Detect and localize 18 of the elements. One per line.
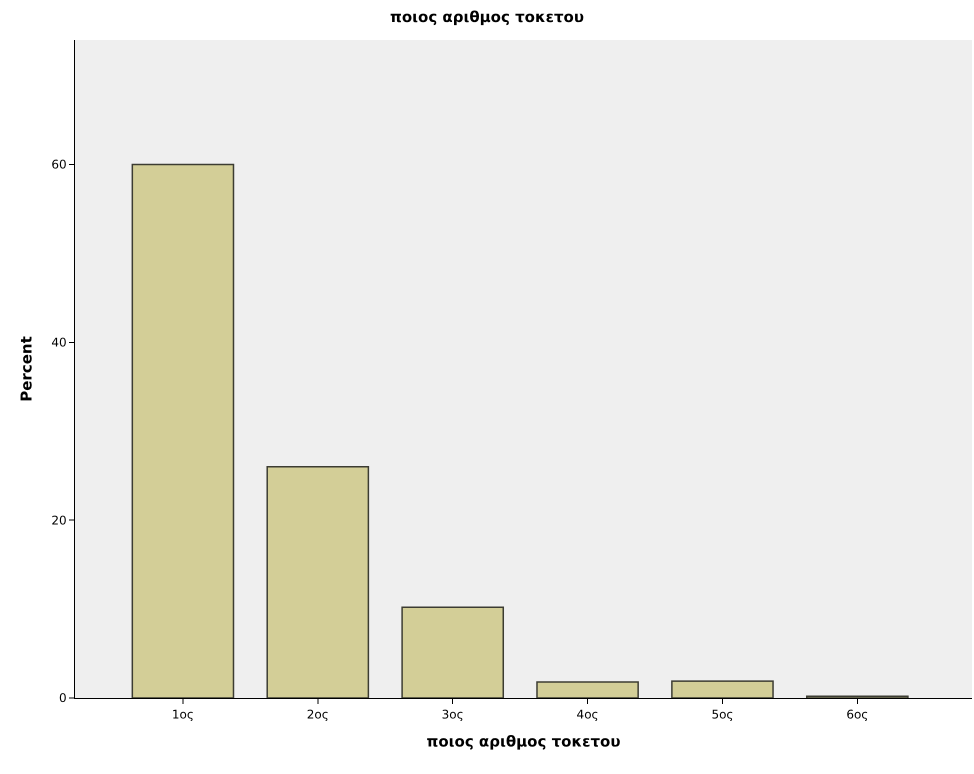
- bar: [401, 606, 504, 698]
- y-tick-label: 0: [58, 691, 67, 706]
- y-tick-label: 40: [51, 336, 67, 350]
- chart-title: ποιος αριθμος τοκετου: [390, 8, 584, 26]
- y-axis-title: Percent: [18, 336, 36, 402]
- x-tick-label: 4ος: [576, 707, 599, 722]
- bar: [266, 466, 370, 698]
- x-tick-label: 3ος: [442, 707, 464, 722]
- x-axis-title: ποιος αριθμος τοκετου: [426, 732, 620, 750]
- bar: [536, 681, 639, 698]
- y-tick-label: 60: [51, 158, 67, 172]
- x-tick-label: 6ος: [846, 707, 868, 722]
- x-tick-label: 2ος: [306, 707, 329, 722]
- x-tick-label: 5ος: [711, 707, 734, 722]
- x-tick-label: 1ος: [172, 707, 194, 722]
- y-tick-label: 20: [51, 513, 67, 528]
- bar: [671, 680, 774, 698]
- bar: [132, 164, 234, 698]
